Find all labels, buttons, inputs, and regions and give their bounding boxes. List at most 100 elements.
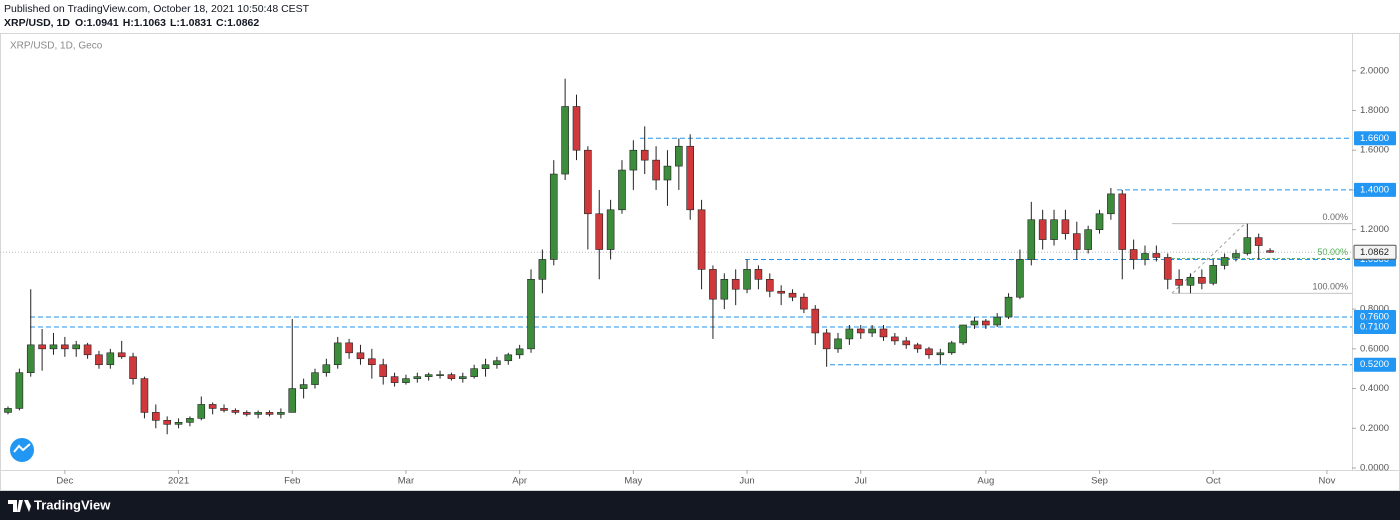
y-tick-label: 1.8000: [1360, 105, 1389, 116]
candle-body: [299, 384, 308, 389]
candle-body: [424, 374, 433, 377]
ohlc-label: H:: [123, 17, 134, 29]
ohlc-label: L:: [170, 17, 180, 29]
candle-body: [822, 332, 831, 350]
candle-body: [72, 344, 81, 350]
fib-trend: [1171, 223, 1246, 294]
x-tick-label: Dec: [56, 476, 73, 487]
candle-body: [242, 412, 251, 415]
candle-body: [891, 336, 899, 342]
candle-body: [856, 328, 865, 334]
candle-body: [959, 324, 967, 344]
candle-body: [1243, 237, 1252, 254]
candle-body: [629, 149, 638, 171]
candle-body: [902, 340, 911, 346]
candle-body: [61, 344, 69, 350]
candle-body: [390, 376, 399, 383]
candle-body: [38, 344, 46, 350]
candle-body: [379, 364, 388, 377]
candle-body: [731, 279, 740, 290]
candle-body: [1004, 296, 1013, 318]
chart-title: XRP/USD, 1D, Geco: [10, 41, 103, 52]
candle-body: [686, 145, 695, 211]
candle-body: [83, 344, 92, 356]
candle-body: [1186, 277, 1195, 286]
brand-logo: [8, 500, 31, 512]
candle-body: [720, 279, 729, 300]
candle-body: [538, 259, 547, 280]
y-tick-label: 1.2000: [1360, 224, 1389, 235]
candle-body: [174, 422, 183, 425]
candle-body: [265, 412, 274, 415]
x-tick-label: Sep: [1091, 476, 1108, 487]
candle-body: [15, 372, 24, 409]
candle-body: [1027, 219, 1036, 260]
x-tick-label: Oct: [1206, 476, 1221, 487]
ohlc-label: C:: [216, 17, 227, 29]
x-tick-label: Mar: [398, 476, 414, 487]
candle-body: [879, 328, 888, 338]
symbol: XRP/USD, 1D: [4, 17, 70, 29]
candle-body: [913, 344, 922, 350]
candle-body: [527, 279, 535, 350]
ohlc-value: 1.1063: [134, 17, 166, 29]
candle-body: [49, 344, 58, 350]
y-tick-label: 0.4000: [1360, 383, 1389, 394]
candle-body: [26, 344, 35, 373]
last-price-box: [1353, 244, 1397, 260]
y-tick-label: 2.0000: [1360, 65, 1389, 76]
candle-body: [163, 420, 171, 425]
candle-body: [788, 292, 797, 298]
candle-body: [1118, 193, 1127, 250]
candle-body: [1038, 219, 1047, 240]
x-tick-label: Nov: [1318, 476, 1335, 487]
candle-body: [117, 352, 126, 358]
candle-body: [288, 388, 297, 413]
candle-body: [743, 269, 751, 290]
candle-body: [970, 320, 979, 326]
candle-body: [504, 354, 513, 362]
x-tick-label: Jul: [855, 476, 867, 487]
candle-body: [652, 159, 660, 181]
candle-body: [1129, 249, 1138, 260]
candle-body: [936, 352, 945, 356]
x-tick-label: Feb: [284, 476, 300, 487]
candle-body: [493, 360, 501, 366]
y-tick-label: 0.2000: [1360, 423, 1389, 434]
price-label-box: [1354, 182, 1396, 197]
price-label: 0.7600: [1360, 312, 1389, 323]
candle-body: [481, 364, 490, 369]
last-price-label: 1.0862: [1360, 247, 1389, 258]
price-label: 0.7100: [1360, 322, 1389, 333]
tv-badge-icon: [13, 443, 31, 453]
candle-body: [1254, 237, 1263, 246]
price-label-box: [1354, 357, 1396, 372]
candle-body: [663, 165, 672, 181]
candle-body: [1198, 277, 1206, 284]
ohlc-label: O:: [75, 17, 87, 29]
price-label: 1.6600: [1360, 133, 1389, 144]
candle-body: [754, 269, 763, 280]
fib-label: 0.00%: [1322, 212, 1348, 222]
y-tick-label: 0.6000: [1360, 343, 1389, 354]
candle-body: [106, 352, 115, 366]
y-tick-label: 0.0000: [1360, 463, 1389, 474]
candle-body: [1095, 213, 1104, 230]
candle-body: [95, 354, 103, 366]
candle-body: [140, 378, 149, 413]
x-tick-label: 2021: [168, 476, 189, 487]
candle-body: [606, 209, 615, 250]
candle-body: [868, 328, 876, 334]
candle-body: [1016, 259, 1024, 298]
candle-body: [811, 308, 820, 334]
x-tick-label: Jun: [739, 476, 754, 487]
candle-body: [208, 404, 217, 409]
candle-body: [1050, 219, 1058, 240]
candle-body: [675, 145, 683, 167]
candle-body: [1163, 257, 1172, 280]
ohlc-value: 1.0941: [87, 17, 119, 29]
candle-body: [515, 348, 524, 356]
candle-body: [549, 173, 558, 260]
brand-name: TradingView: [34, 497, 111, 512]
